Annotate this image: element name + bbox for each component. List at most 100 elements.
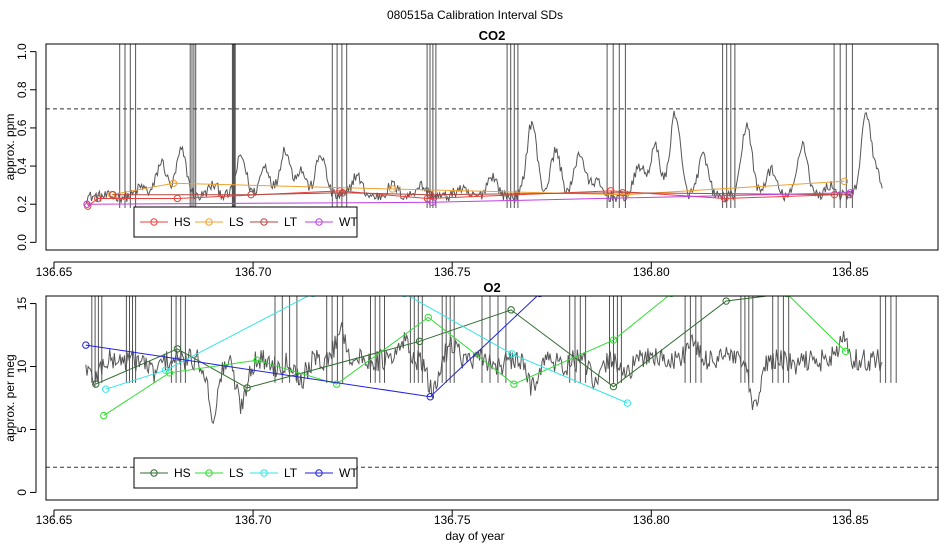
co2-plot-frame <box>45 43 939 251</box>
o2-point-hs <box>243 384 251 392</box>
co2-y-axis-label: approx. ppm <box>3 114 17 181</box>
o2-series-line-lt <box>105 296 628 404</box>
o2-legend-label-lt: LT <box>284 466 298 480</box>
o2-point-ls <box>253 356 261 364</box>
co2-y-tick-label: 0.6 <box>15 119 29 136</box>
co2-series-line-hs <box>87 190 835 207</box>
co2-point-lt <box>338 189 347 197</box>
o2-y-tick-label: 0 <box>15 489 29 496</box>
o2-point-wt <box>537 296 543 298</box>
o2-legend-label-wt: WT <box>339 466 358 480</box>
co2-point-hs <box>173 194 182 203</box>
co2-panel-title: CO2 <box>479 28 506 43</box>
co2-x-tick-label: 136.65 <box>36 265 73 279</box>
figure-title: 080515a Calibration Interval SDs <box>387 8 563 22</box>
o2-point-wt <box>82 341 90 349</box>
x-axis-label: day of year <box>445 529 504 543</box>
o2-calibration-spike <box>441 296 455 383</box>
o2-x-tick-label: 136.70 <box>235 513 272 527</box>
co2-legend-marker-hs <box>150 218 158 226</box>
o2-series-line-ls <box>103 296 846 417</box>
o2-point-ls <box>332 380 341 388</box>
o2-point-ls <box>668 296 674 298</box>
co2-calibration-spike <box>231 44 236 208</box>
o2-point-ls <box>165 369 174 377</box>
o2-y-tick-label: 15 <box>15 297 29 311</box>
co2-panel: CO2 approx. ppm 0.0 0.2 0.4 0.6 0.8 1.0 136.65 13… <box>3 28 939 279</box>
o2-calibration-spike <box>609 296 622 383</box>
o2-calibration-spike <box>772 296 790 383</box>
o2-point-lt <box>508 350 516 358</box>
o2-calibration-spike <box>125 296 137 383</box>
co2-point-ls <box>840 177 849 186</box>
o2-legend-marker-hs <box>150 469 158 477</box>
o2-legend-marker-wt <box>315 469 323 477</box>
o2-legend-marker-ls <box>205 469 213 477</box>
o2-x-tick-label: 136.75 <box>434 513 471 527</box>
co2-y-tick-label: 0.4 <box>15 157 29 174</box>
o2-point-ls <box>424 313 432 322</box>
o2-point-hs <box>507 306 515 314</box>
o2-panel-title: O2 <box>483 280 500 295</box>
o2-point-hs <box>609 382 618 391</box>
co2-measurement-trace <box>85 110 883 205</box>
o2-point-lt <box>623 399 632 407</box>
o2-x-tick-label: 136.65 <box>36 513 73 527</box>
co2-point-lt <box>426 190 434 199</box>
co2-y-tick-label: 0.0 <box>15 234 29 251</box>
o2-calibration-spike <box>879 296 897 383</box>
co2-x-tick-label: 136.70 <box>235 265 272 279</box>
o2-point-ls <box>100 411 108 420</box>
o2-calibration-spike <box>274 296 298 383</box>
o2-calibration-spike <box>91 296 103 383</box>
co2-y-tick-label: 0.2 <box>15 196 29 213</box>
co2-legend-marker-ls <box>205 218 213 226</box>
o2-series-line-hs <box>95 296 771 389</box>
o2-point-ls <box>510 380 518 388</box>
co2-legend-marker-wt <box>315 218 323 226</box>
o2-calibration-spike <box>481 296 507 383</box>
o2-x-tick-label: 136.85 <box>832 513 869 527</box>
co2-point-wt <box>83 200 91 208</box>
o2-point-ls <box>841 347 850 356</box>
o2-legend-label-ls: LS <box>229 466 244 480</box>
o2-point-ls <box>609 336 618 344</box>
o2-point-lt <box>310 296 316 298</box>
o2-legend-marker-lt <box>260 469 268 477</box>
o2-point-hs <box>173 345 182 353</box>
o2-point-wt <box>426 393 434 401</box>
co2-calibration-spike <box>189 44 197 208</box>
o2-x-tick-label: 136.80 <box>633 513 670 527</box>
o2-legend: HS LS LT WT <box>133 457 358 489</box>
co2-point-ls <box>388 185 397 193</box>
o2-y-tick-label: 10 <box>15 360 29 374</box>
co2-calibration-spike <box>833 44 853 208</box>
co2-x-tick-label: 136.80 <box>633 265 670 279</box>
o2-panel: O2 approx. per meg 0 5 10 15 136.65 136.70 136.7… <box>3 280 939 527</box>
co2-calibration-spike <box>722 44 736 208</box>
o2-point-hs <box>415 337 424 346</box>
co2-y-tick-label: 0.8 <box>15 81 29 98</box>
co2-point-wt <box>846 189 855 197</box>
co2-x-tick-label: 136.75 <box>434 265 471 279</box>
o2-calibration-spike <box>740 296 754 383</box>
co2-series-line-wt <box>86 192 851 205</box>
co2-point-lt <box>247 190 255 199</box>
co2-calibration-spike <box>119 44 137 208</box>
o2-point-hs <box>92 380 100 388</box>
co2-point-ls <box>169 179 178 187</box>
o2-series-line-wt <box>85 296 538 398</box>
co2-y-tick-label: 1.0 <box>15 43 29 60</box>
co2-point-lt <box>618 189 627 197</box>
o2-measurement-trace <box>85 322 883 425</box>
o2-point-lt <box>102 385 110 393</box>
o2-calibration-spike <box>569 296 587 383</box>
co2-legend-label-lt: LT <box>284 215 298 229</box>
o2-plot-frame <box>45 295 939 501</box>
o2-calibration-spike <box>684 296 702 383</box>
o2-y-tick-label: 5 <box>15 426 29 433</box>
co2-legend: HS LS LT WT <box>133 206 358 238</box>
o2-point-ls <box>783 296 790 298</box>
co2-point-wt <box>428 198 436 207</box>
